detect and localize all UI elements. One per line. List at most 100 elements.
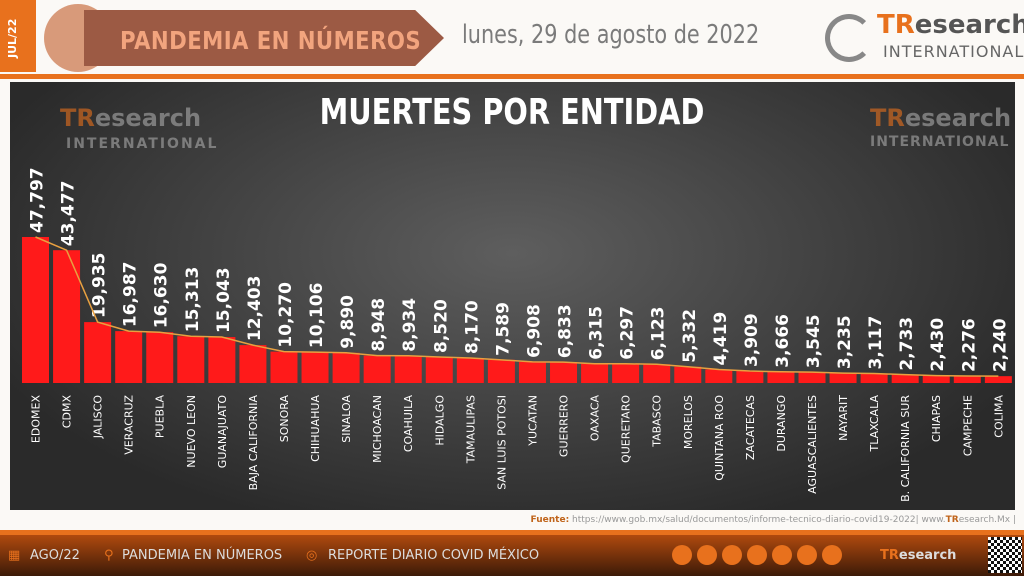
category-label: QUINTANA ROO <box>713 395 726 481</box>
category-label: SAN LUIS POTOSI <box>495 395 508 490</box>
youtube-icon[interactable] <box>822 545 842 565</box>
logo-sub: INTERNATIONAL <box>883 42 1024 61</box>
watermark-left-sub: INTERNATIONAL <box>66 136 219 152</box>
watermark-right: TResearch <box>870 104 1012 132</box>
value-label: 2,240 <box>990 318 1010 372</box>
category-label: CAMPECHE <box>961 395 974 456</box>
bar <box>860 373 888 383</box>
logo-rest: esearch <box>914 10 1024 40</box>
bar <box>643 364 671 383</box>
twitter-icon[interactable] <box>747 545 767 565</box>
source-note: Fuente: https://www.gob.mx/salud/documen… <box>530 515 1016 525</box>
category-label: EDOMEX <box>30 395 43 444</box>
value-label: 10,106 <box>307 283 327 349</box>
category-label: SINALOA <box>340 395 353 443</box>
bar <box>146 332 174 383</box>
bar <box>332 352 360 383</box>
linkedin-icon[interactable] <box>797 545 817 565</box>
category-label: TAMAULIPAS <box>464 395 477 464</box>
watermark-left: TResearch <box>60 104 202 132</box>
report-date: lunes, 29 de agosto de 2022 <box>462 20 760 50</box>
value-label: 2,430 <box>928 318 948 372</box>
tresearch-logo: TResearch INTERNATIONAL <box>825 8 1024 68</box>
watermark-right-sub: INTERNATIONAL <box>870 134 1010 150</box>
bar <box>177 336 205 383</box>
footer-logo-tr: TR <box>880 548 899 563</box>
bar <box>736 371 764 383</box>
banner: PANDEMIA EN NÚMEROS <box>44 4 444 72</box>
category-label: GUERRERO <box>558 395 571 457</box>
value-label: 16,987 <box>121 262 141 328</box>
value-label: 8,170 <box>462 300 482 354</box>
category-label: COLIMA <box>992 395 1005 438</box>
value-label: 4,419 <box>711 312 731 366</box>
value-label: 2,276 <box>959 318 979 372</box>
value-label: 3,909 <box>742 313 762 367</box>
value-label: 16,630 <box>152 262 172 328</box>
bar <box>394 355 422 383</box>
value-label: 43,477 <box>59 181 79 247</box>
category-label: SONORA <box>278 395 291 443</box>
chart-area <box>10 82 1015 510</box>
header-divider <box>0 74 1024 79</box>
value-label: 19,935 <box>90 252 110 318</box>
category-label: TLAXCALA <box>868 395 881 453</box>
value-label: 5,332 <box>680 309 700 363</box>
bar <box>922 375 950 383</box>
category-label: AGUASCALIENTES <box>806 395 819 494</box>
category-label: JALISCO <box>92 395 105 440</box>
value-label: 7,589 <box>493 302 513 356</box>
chart-title: MUERTES POR ENTIDAD <box>319 92 705 133</box>
bar <box>115 331 143 383</box>
bar <box>518 361 546 383</box>
facebook-icon[interactable] <box>772 545 792 565</box>
value-label: 47,797 <box>28 167 48 233</box>
bar <box>953 376 981 383</box>
category-label: CDMX <box>61 395 74 429</box>
bar <box>208 337 236 383</box>
value-label: 6,315 <box>587 306 607 360</box>
bar <box>84 322 112 383</box>
bar <box>984 376 1012 383</box>
bar <box>487 359 515 383</box>
category-label: TABASCO <box>651 395 664 448</box>
value-label: 8,934 <box>400 298 420 352</box>
category-label: ZACATECAS <box>744 395 757 460</box>
value-label: 3,666 <box>773 314 793 368</box>
value-label: 9,890 <box>338 295 358 349</box>
email-icon[interactable] <box>722 545 742 565</box>
value-label: 3,117 <box>866 316 886 370</box>
value-label: 6,123 <box>649 307 669 361</box>
globe-icon[interactable] <box>672 545 692 565</box>
bar <box>301 352 329 383</box>
category-label: NAYARIT <box>837 395 850 441</box>
footer-logo-rest: esearch <box>898 548 957 563</box>
value-label: 12,403 <box>245 276 265 342</box>
category-label: YUCATAN <box>526 395 539 447</box>
bar <box>270 351 298 383</box>
bar <box>674 366 702 383</box>
logo-chart-icon <box>825 14 873 62</box>
footer-divider <box>0 530 1024 535</box>
value-label: 15,313 <box>183 267 203 333</box>
category-label: OAXACA <box>589 395 602 442</box>
value-label: 8,520 <box>431 299 451 353</box>
banner-title: PANDEMIA EN NÚMEROS <box>120 26 422 55</box>
footer-report: REPORTE DIARIO COVID MÉXICO <box>328 548 540 563</box>
value-label: 8,948 <box>369 298 389 352</box>
bar <box>22 237 49 383</box>
trend-line <box>35 236 999 377</box>
bar <box>612 363 640 383</box>
category-label: BAJA CALIFORNIA <box>247 395 260 491</box>
value-label: 15,043 <box>214 267 234 333</box>
phone-icon[interactable] <box>697 545 717 565</box>
logo-tr: TR <box>877 10 915 40</box>
bar <box>53 250 81 383</box>
category-label: NUEVO LEON <box>185 395 198 468</box>
value-label: 6,833 <box>556 304 576 358</box>
category-label: GUANAJUATO <box>216 395 229 469</box>
bar <box>829 373 857 383</box>
bar <box>425 356 453 383</box>
category-label: PUEBLA <box>154 395 167 439</box>
